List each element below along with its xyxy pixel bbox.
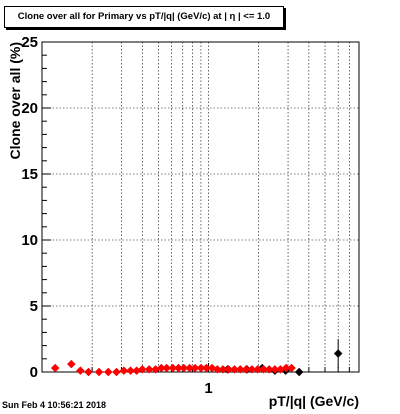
data-point [84,367,93,377]
data-point [94,367,104,377]
data-point [230,365,239,374]
data-point [126,366,135,376]
y-tick-label: 0 [30,364,38,381]
data-point [190,363,200,373]
data-point [112,367,121,377]
data-point [241,365,251,374]
timestamp: Sun Feb 4 10:56:21 2018 [2,400,107,410]
data-point [50,363,60,373]
data-point [103,367,113,377]
data-point [66,359,76,369]
plot-frame [41,41,360,373]
data-point [235,365,245,374]
y-tick-label: 10 [21,232,38,249]
data-point [119,366,129,376]
y-tick-label: 25 [21,34,38,51]
x-tick-label: 1 [204,380,212,397]
data-point [76,366,85,376]
data-point [202,363,211,373]
chart-title: Clone over all for Primary vs pT/|q| (Ge… [17,11,271,22]
data-point [218,365,228,374]
y-tick-label: 5 [30,298,38,315]
data-point [144,365,154,374]
data-point [224,365,234,374]
y-axis-title: Clone over all (%) [7,42,23,159]
data-point [247,365,257,374]
data-point [333,349,343,358]
y-tick-label: 20 [21,100,38,117]
data-point [258,365,268,374]
data-point [168,363,178,373]
y-tick-label: 15 [21,166,38,183]
data-point [294,367,304,377]
data-point [137,365,147,374]
data-point [264,365,274,374]
data-point [179,363,189,373]
data-point [287,363,296,373]
chart-title-box: Clone over all for Primary vs pT/|q| (Ge… [4,6,284,28]
x-axis-title: pT/|q| (GeV/c) [269,393,359,409]
data-point [162,363,171,373]
